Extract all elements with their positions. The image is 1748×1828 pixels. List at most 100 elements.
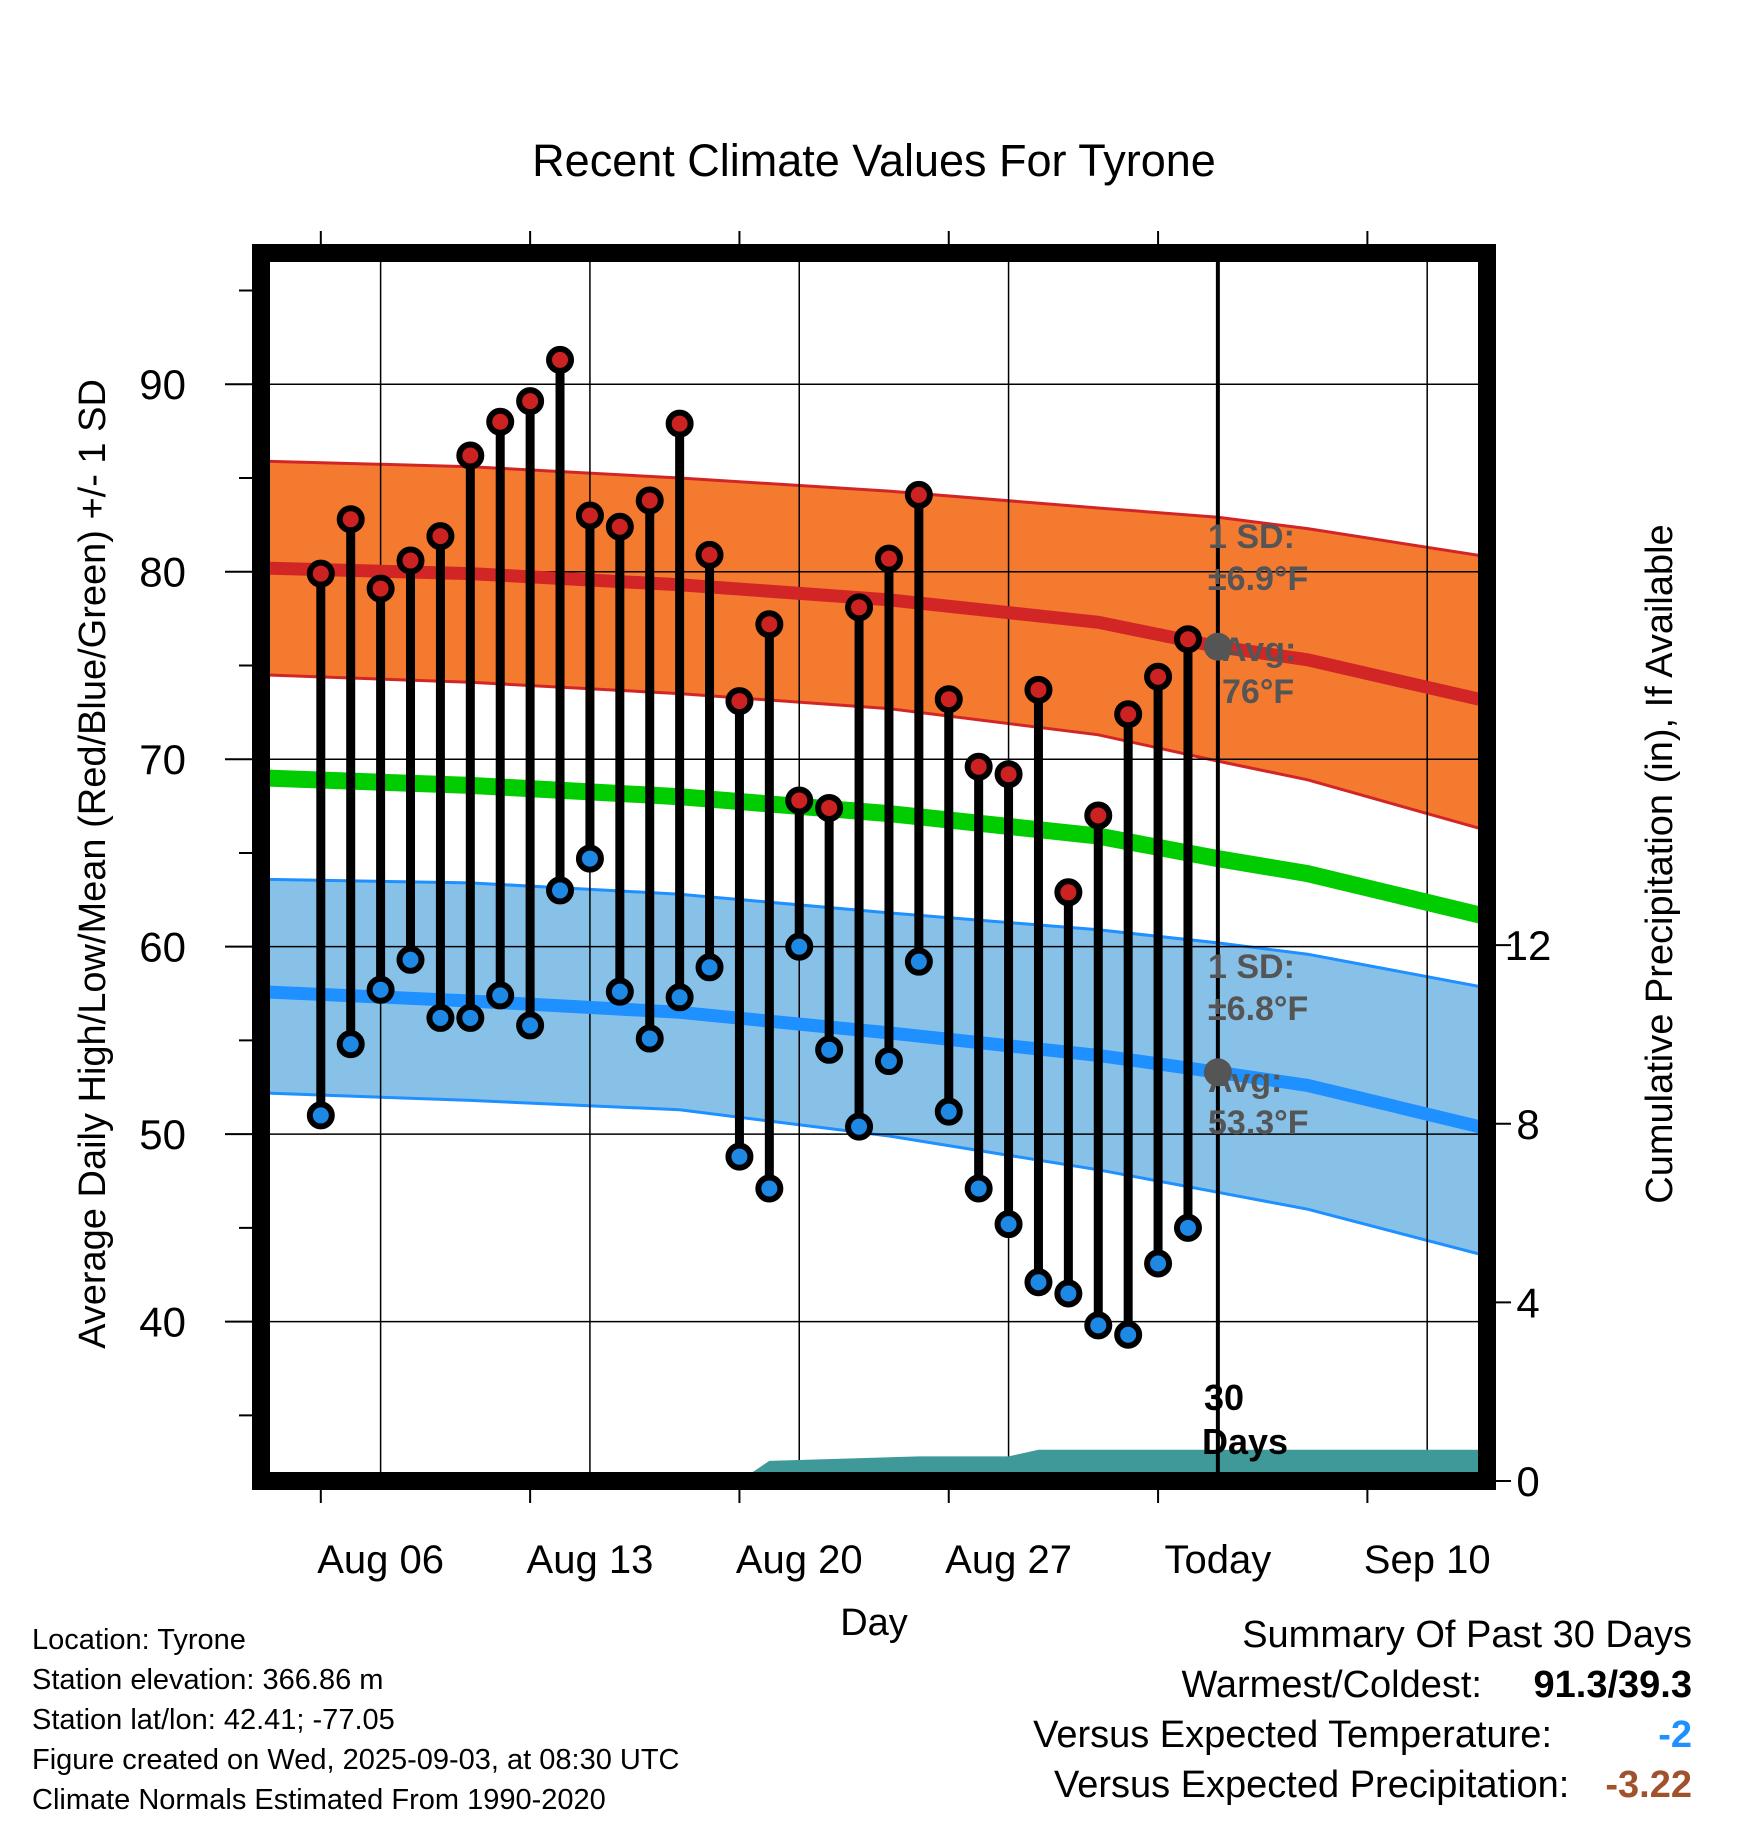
high-temp-marker (725, 687, 754, 716)
high-temp-marker (605, 512, 634, 541)
y2-tick-label: 0 (1516, 1458, 1539, 1505)
info-elevation: Station elevation: 366.86 m (32, 1664, 384, 1696)
high-temp-marker (665, 409, 694, 438)
avg-mean-line (261, 769, 1487, 925)
low-sd-band (261, 879, 1487, 1256)
avg-high-line (261, 561, 1487, 708)
axis-ticks: 40 50 60 70 80 90 0 4 8 12 Aug 06 Aug 13 Aug 20 Aug 2… (139, 231, 1551, 1582)
low-temp-marker (456, 1003, 485, 1032)
high-temp-marker (695, 540, 724, 569)
y-tick-label: 40 (139, 1299, 186, 1346)
high-temp-marker (964, 752, 993, 781)
low-temp-marker (635, 1024, 664, 1053)
low-temp-marker (1114, 1320, 1143, 1349)
x-tick-label: Today (1165, 1538, 1272, 1582)
today-high-avg-dot (1203, 632, 1232, 661)
low-temp-marker (1054, 1279, 1083, 1308)
low-temp-marker (665, 983, 694, 1012)
low-temp-marker (964, 1174, 993, 1203)
low-avg-annotation: Avg: 53.3°F (1208, 1062, 1309, 1142)
high-temp-marker (755, 610, 784, 639)
x-tick-label: Sep 10 (1364, 1538, 1491, 1582)
summary-title-row: Summary Of Past 30 Days (1033, 1614, 1692, 1664)
low-temp-marker (755, 1174, 784, 1203)
y2-tick-label: 4 (1516, 1279, 1539, 1326)
summary-warm-cold-row: Warmest/Coldest: 91.3/39.3 (1033, 1664, 1692, 1714)
high-temp-marker (1024, 675, 1053, 704)
high-temp-marker (785, 786, 814, 815)
high-temp-marker (366, 574, 395, 603)
low-temp-marker (486, 981, 515, 1010)
summary-title: Summary Of Past 30 Days (1242, 1614, 1692, 1656)
station-info: Location: Tyrone Station elevation: 366.… (32, 1620, 680, 1820)
low-temp-marker (1144, 1249, 1173, 1278)
low-temp-marker (546, 876, 575, 905)
high-temp-marker (306, 559, 335, 588)
high-temp-marker (396, 546, 425, 575)
high-temp-marker (845, 593, 874, 622)
high-temp-marker (516, 387, 545, 416)
high-temp-marker (1173, 625, 1202, 654)
high-sd-band-lower-edge (261, 673, 1487, 832)
summary-temp-row: Versus Expected Temperature: -2 (1033, 1714, 1692, 1764)
high-temp-marker (635, 486, 664, 515)
x-tick-label: Aug 13 (527, 1538, 654, 1582)
plot-frame (252, 244, 1496, 1490)
high-temp-marker (1114, 700, 1143, 729)
low-temp-marker (575, 844, 604, 873)
high-temp-marker (1144, 662, 1173, 691)
today-low-avg-dot (1203, 1058, 1232, 1087)
low-temp-marker (426, 1003, 455, 1032)
high-temp-marker (994, 760, 1023, 789)
high-temp-marker (456, 441, 485, 470)
low-temp-marker (1173, 1213, 1202, 1242)
high-avg-annotation: Avg: 76°F (1222, 631, 1296, 711)
info-normals: Climate Normals Estimated From 1990-2020 (32, 1784, 606, 1816)
low-temp-marker (1024, 1268, 1053, 1297)
temp-vs-expected-label: Versus Expected Temperature: (1033, 1714, 1552, 1756)
y-axis-label: Average Daily High/Low/Mean (Red/Blue/Gr… (72, 379, 114, 1349)
chart-title: Recent Climate Values For Tyrone (532, 135, 1216, 186)
y-tick-label: 90 (139, 361, 186, 408)
low-temp-marker (366, 975, 395, 1004)
low-temp-marker (336, 1030, 365, 1059)
low-sd-band-lower-edge (261, 1091, 1487, 1258)
low-temp-marker (904, 947, 933, 976)
low-temp-marker (934, 1097, 963, 1126)
high-sd-band (261, 461, 1487, 831)
high-sd-annotation: 1 SD: ±6.9°F (1208, 518, 1308, 598)
high-temp-marker (486, 407, 515, 436)
low-temp-marker (306, 1101, 335, 1130)
high-temp-marker (336, 505, 365, 534)
low-temp-marker (845, 1112, 874, 1141)
high-temp-marker (1054, 878, 1083, 907)
info-latlon: Station lat/lon: 42.41; -77.05 (32, 1704, 395, 1736)
temp-vs-expected-value: -2 (1658, 1714, 1692, 1756)
y2-tick-label: 8 (1516, 1101, 1539, 1148)
high-sd-band-upper-edge (261, 459, 1487, 559)
y-tick-label: 50 (139, 1111, 186, 1158)
low-temp-marker (396, 945, 425, 974)
y-tick-label: 70 (139, 736, 186, 783)
low-temp-marker (994, 1210, 1023, 1239)
summary-panel: Summary Of Past 30 Days Warmest/Coldest:… (1033, 1614, 1692, 1814)
x-tick-label: Aug 06 (317, 1538, 444, 1582)
high-temp-marker (1084, 801, 1113, 830)
low-temp-marker (725, 1142, 754, 1171)
warm-cold-value: 91.3/39.3 (1533, 1664, 1692, 1706)
high-temp-marker (934, 685, 963, 714)
low-sd-annotation: 1 SD: ±6.8°F (1208, 948, 1308, 1028)
warm-cold-label: Warmest/Coldest: (1181, 1664, 1482, 1706)
info-location: Location: Tyrone (32, 1624, 246, 1656)
high-temp-marker (546, 345, 575, 374)
low-temp-marker (785, 932, 814, 961)
high-temp-marker (426, 522, 455, 551)
summary-precip-row: Versus Expected Precipitation: -3.22 (1033, 1764, 1692, 1814)
precip-vs-expected-value: -3.22 (1605, 1764, 1692, 1806)
x-tick-label: Aug 27 (945, 1538, 1072, 1582)
x-tick-label: Aug 20 (736, 1538, 863, 1582)
y-tick-label: 60 (139, 924, 186, 971)
low-sd-band-upper-edge (261, 877, 1487, 990)
daily-markers (306, 345, 1232, 1349)
